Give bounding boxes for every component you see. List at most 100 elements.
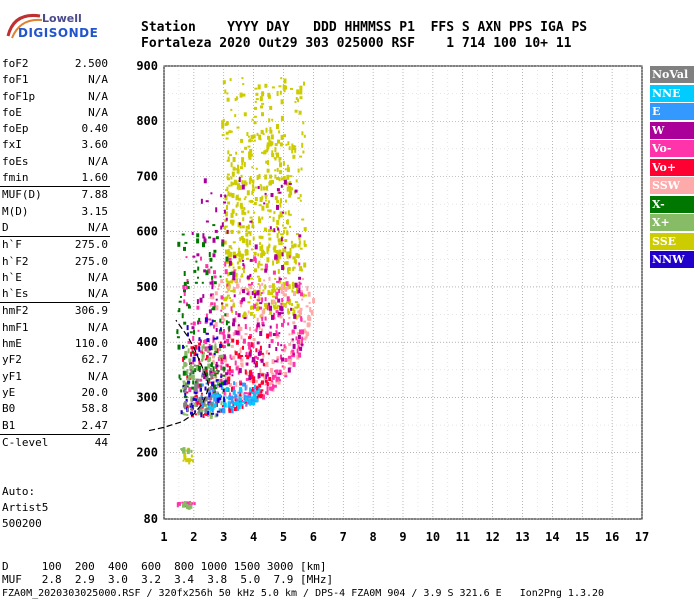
echo-point bbox=[190, 346, 194, 350]
echo-point bbox=[275, 347, 278, 351]
echo-point bbox=[227, 331, 230, 334]
echo-point bbox=[190, 351, 193, 357]
echo-point bbox=[246, 362, 249, 366]
echo-point bbox=[258, 388, 261, 392]
echo-point bbox=[190, 369, 193, 375]
echo-point bbox=[185, 458, 189, 463]
y-tick-label: 900 bbox=[136, 59, 158, 73]
echo-point bbox=[198, 342, 202, 346]
param-value: 110.0 bbox=[74, 337, 108, 351]
echo-point bbox=[291, 289, 294, 293]
echo-point bbox=[260, 105, 263, 109]
echo-point bbox=[262, 133, 265, 135]
echo-point bbox=[229, 280, 233, 284]
echo-point bbox=[237, 313, 241, 318]
echo-point bbox=[243, 183, 247, 187]
echo-point bbox=[287, 272, 291, 275]
echo-point bbox=[286, 174, 290, 180]
echo-point bbox=[231, 408, 234, 414]
echo-point bbox=[193, 502, 196, 506]
echo-point bbox=[292, 267, 295, 272]
echo-point bbox=[186, 303, 189, 306]
echo-point bbox=[275, 291, 279, 296]
echo-point bbox=[274, 147, 277, 153]
echo-point bbox=[237, 266, 241, 270]
echo-point bbox=[259, 368, 262, 374]
echo-point bbox=[268, 344, 271, 348]
echo-point bbox=[217, 383, 220, 386]
echo-point bbox=[250, 139, 254, 142]
echo-point bbox=[260, 313, 264, 319]
echo-point bbox=[234, 98, 237, 101]
echo-point bbox=[267, 135, 270, 140]
echo-point bbox=[288, 300, 291, 306]
echo-point bbox=[210, 293, 213, 297]
echo-point bbox=[196, 404, 198, 407]
echo-point bbox=[228, 395, 232, 401]
echo-point bbox=[288, 251, 292, 257]
echo-point bbox=[229, 371, 231, 376]
echo-point bbox=[251, 225, 255, 229]
echo-point bbox=[236, 202, 239, 207]
echo-point bbox=[261, 297, 264, 303]
echo-point bbox=[197, 412, 200, 416]
echo-point bbox=[299, 329, 302, 335]
echo-point bbox=[229, 272, 233, 275]
echo-point bbox=[197, 365, 201, 370]
echo-point bbox=[194, 413, 197, 416]
echo-point bbox=[274, 174, 277, 179]
echo-point bbox=[243, 198, 246, 201]
echo-point bbox=[248, 180, 251, 185]
echo-point bbox=[205, 332, 209, 335]
echo-point bbox=[221, 331, 225, 335]
echo-point bbox=[303, 81, 305, 86]
echo-point bbox=[291, 143, 294, 149]
echo-point bbox=[225, 189, 228, 192]
echo-point bbox=[232, 166, 236, 171]
echo-point bbox=[266, 390, 269, 396]
param-row: foE N/A bbox=[0, 105, 110, 121]
echo-point bbox=[278, 286, 281, 290]
echo-point bbox=[232, 318, 236, 323]
echo-point bbox=[269, 309, 273, 315]
echo-point bbox=[201, 402, 205, 408]
echo-point bbox=[186, 279, 189, 283]
echo-point bbox=[272, 299, 276, 304]
echo-point bbox=[211, 381, 215, 387]
echo-point bbox=[241, 161, 244, 166]
echo-point bbox=[242, 289, 245, 294]
echo-point bbox=[287, 367, 291, 373]
echo-point bbox=[276, 233, 279, 239]
echo-point bbox=[263, 252, 266, 255]
echo-point bbox=[284, 246, 287, 249]
echo-point bbox=[208, 252, 211, 257]
echo-point bbox=[302, 121, 305, 125]
echo-point bbox=[218, 408, 221, 413]
echo-point bbox=[249, 387, 251, 393]
param-value: N/A bbox=[88, 320, 108, 334]
echo-point bbox=[261, 130, 264, 134]
echo-point bbox=[205, 372, 209, 378]
echo-point bbox=[280, 344, 283, 347]
echo-point bbox=[241, 77, 244, 80]
echo-point bbox=[240, 166, 243, 170]
echo-point bbox=[232, 288, 236, 293]
echo-point bbox=[262, 291, 265, 294]
echo-point bbox=[261, 352, 264, 355]
param-label: fxI bbox=[2, 138, 22, 152]
echo-point bbox=[221, 344, 224, 348]
echo-point bbox=[224, 225, 228, 228]
echo-point bbox=[245, 238, 249, 243]
echo-point bbox=[230, 270, 234, 273]
echo-point bbox=[259, 284, 262, 287]
echo-point bbox=[195, 353, 199, 356]
echo-point bbox=[226, 294, 230, 297]
echo-point bbox=[266, 249, 269, 254]
echo-point bbox=[224, 269, 228, 275]
echo-point bbox=[196, 253, 200, 257]
echo-point bbox=[256, 356, 259, 360]
echo-point bbox=[302, 278, 304, 281]
echo-point bbox=[287, 308, 290, 314]
echo-point bbox=[294, 189, 298, 193]
echo-point bbox=[274, 196, 278, 201]
